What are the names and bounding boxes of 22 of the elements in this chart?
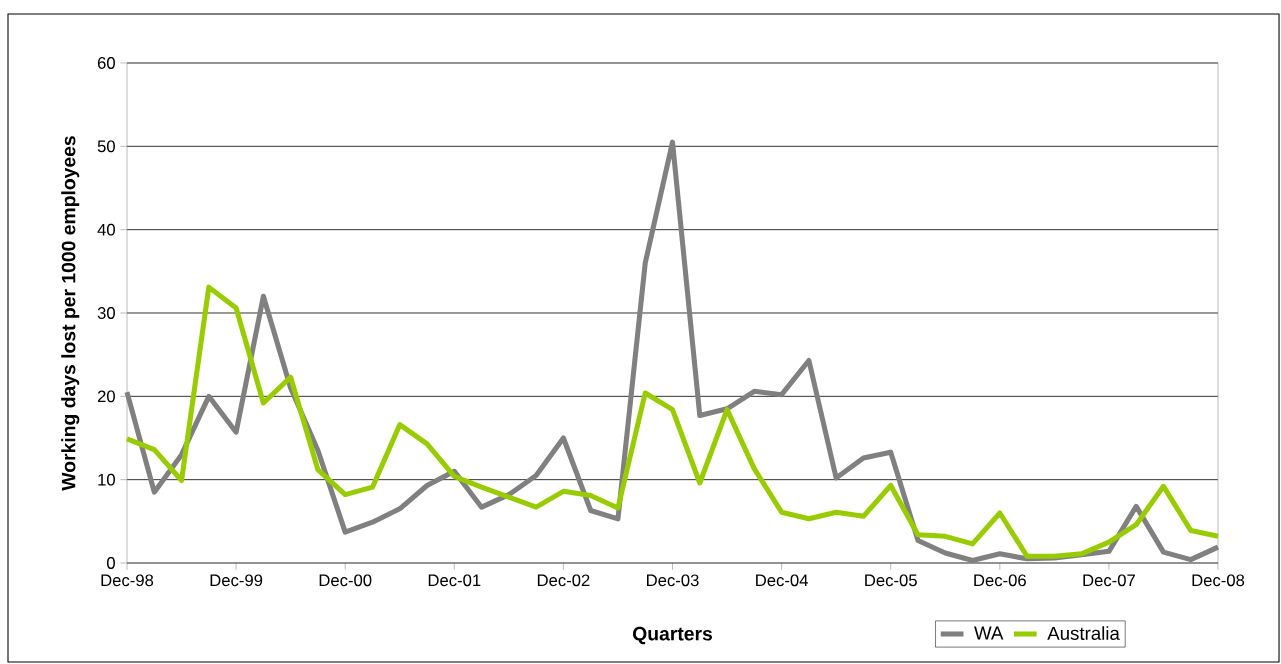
x-tick-label: Dec-99 (210, 574, 263, 587)
y-axis-title: Working days lost per 1000 employees (61, 136, 80, 491)
y-tick-label: 50 (97, 140, 115, 153)
x-tick-label: Dec-01 (428, 574, 481, 587)
y-tick-label: 10 (98, 473, 115, 486)
legend-label: WA (974, 626, 1004, 640)
y-tick-label: 30 (97, 307, 115, 319)
y-tick-label: 60 (97, 57, 115, 69)
legend-label: Australia (1047, 626, 1120, 640)
x-tick-label: Dec-98 (101, 574, 154, 587)
x-axis-title: Quarters (633, 626, 713, 645)
y-tick-label: 40 (97, 223, 115, 236)
x-tick-label: Dec-00 (319, 574, 372, 587)
x-tick-label: Dec-08 (1192, 574, 1245, 587)
x-tick-label: Dec-06 (974, 574, 1026, 587)
x-tick-label: Dec-07 (1083, 574, 1135, 587)
x-tick-label: Dec-04 (756, 574, 808, 587)
x-tick-label: Dec-03 (647, 574, 699, 587)
x-tick-label: Dec-02 (537, 574, 590, 587)
y-tick-label: 0 (107, 557, 115, 569)
y-tick-label: 20 (97, 390, 115, 403)
x-tick-label: Dec-05 (865, 574, 917, 587)
